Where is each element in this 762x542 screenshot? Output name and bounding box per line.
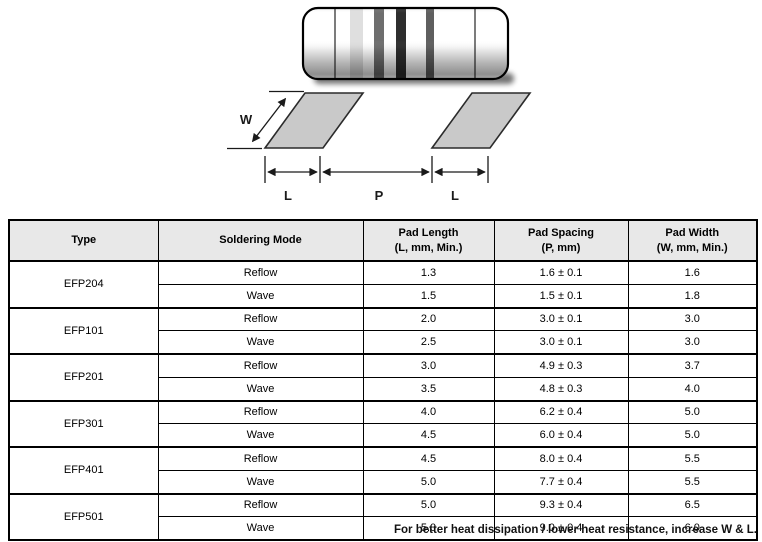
pad-width-cell: 6.0 xyxy=(627,516,758,541)
pad-length-cell: 2.0 xyxy=(362,306,495,332)
pad-layout-figure: W L P L xyxy=(227,6,532,203)
header-soldering-mode: Soldering Mode xyxy=(157,219,364,262)
mode-cell: Wave xyxy=(157,283,364,309)
header-pad-length: Pad Length (L, mm, Min.) xyxy=(362,219,495,262)
lpl-dimension xyxy=(264,156,489,183)
pad-left xyxy=(263,92,365,149)
pad-length-cell: 3.5 xyxy=(362,376,495,402)
table-row: Wave 5.0 7.7 ± 0.4 5.5 xyxy=(9,469,758,495)
pad-dimensions-table: Type Soldering Mode Pad Length (L, mm, M… xyxy=(8,219,758,541)
pad-spacing-cell: 3.0 ± 0.1 xyxy=(493,306,629,332)
pad-width-cell: 5.0 xyxy=(627,423,758,448)
pad-width-cell: 1.8 xyxy=(627,283,758,309)
table-row: Wave 3.5 4.8 ± 0.3 4.0 xyxy=(9,376,758,402)
header-type: Type xyxy=(8,219,159,262)
pad-width-cell: 5.5 xyxy=(627,445,758,471)
mode-cell: Wave xyxy=(157,423,364,448)
dim-label-p: P xyxy=(375,188,384,203)
table-row: Wave 4.5 6.0 ± 0.4 5.0 xyxy=(9,423,758,448)
type-cell: EFP204 xyxy=(8,260,159,308)
table-row: EFP101 Reflow 2.0 3.0 ± 0.1 3.0 xyxy=(8,306,758,355)
pad-spacing-cell: 1.5 ± 0.1 xyxy=(493,283,629,309)
pad-length-cell: 1.3 xyxy=(362,259,495,285)
header-pad-width: Pad Width (W, mm, Min.) xyxy=(627,219,758,262)
pad-length-cell: 4.0 xyxy=(362,399,495,425)
dim-label-l-right: L xyxy=(451,188,459,203)
pad-width-cell: 3.0 xyxy=(627,330,758,355)
pad-length-cell: 5.0 xyxy=(362,492,495,518)
pad-width-cell: 6.5 xyxy=(627,492,758,518)
mode-cell: Wave xyxy=(157,376,364,402)
pad-spacing-cell: 8.0 ± 0.4 xyxy=(493,445,629,471)
pad-length-cell: 4.5 xyxy=(362,445,495,471)
table-row: EFP204 Reflow 1.3 1.6 ± 0.1 1.6 xyxy=(8,259,758,308)
pad-spacing-cell: 6.0 ± 0.4 xyxy=(493,423,629,448)
pad-length-cell: 5.0 xyxy=(362,516,495,541)
pad-width-cell: 3.0 xyxy=(627,306,758,332)
pad-spacing-cell: 1.6 ± 0.1 xyxy=(493,259,629,285)
table-row: EFP301 Reflow 4.0 6.2 ± 0.4 5.0 xyxy=(8,399,758,448)
mode-cell: Reflow xyxy=(157,352,364,378)
pad-right xyxy=(430,92,532,149)
type-cell: EFP301 xyxy=(8,399,159,448)
pad-width-cell: 3.7 xyxy=(627,352,758,378)
table-row: Wave 5.0 9.0 ± 0.4 6.0 xyxy=(9,516,758,541)
w-dimension-arrow xyxy=(251,97,287,143)
pad-spacing-cell: 9.3 ± 0.4 xyxy=(493,492,629,518)
type-cell: EFP401 xyxy=(8,446,159,494)
pad-width-cell: 1.6 xyxy=(627,259,758,285)
type-cell: EFP201 xyxy=(8,353,159,401)
pad-length-cell: 5.0 xyxy=(362,469,495,495)
pad-length-cell: 1.5 xyxy=(362,283,495,309)
pad-length-cell: 3.0 xyxy=(362,352,495,378)
pad-width-cell: 4.0 xyxy=(627,376,758,402)
pad-length-cell: 2.5 xyxy=(362,330,495,355)
pad-spacing-cell: 4.8 ± 0.3 xyxy=(493,376,629,402)
pad-width-cell: 5.5 xyxy=(627,469,758,495)
mode-cell: Reflow xyxy=(157,399,364,425)
table-row: EFP201 Reflow 3.0 4.9 ± 0.3 3.7 xyxy=(8,352,758,401)
resistor-illustration xyxy=(301,6,510,81)
pad-spacing-cell: 9.0 ± 0.4 xyxy=(493,516,629,541)
mode-cell: Reflow xyxy=(157,445,364,471)
dim-label-l-left: L xyxy=(284,188,292,203)
type-cell: EFP101 xyxy=(8,306,159,355)
mode-cell: Wave xyxy=(157,330,364,355)
footer-note: For better heat dissipation / lower heat… xyxy=(394,524,757,536)
pad-spacing-cell: 4.9 ± 0.3 xyxy=(493,352,629,378)
table-row: EFP401 Reflow 4.5 8.0 ± 0.4 5.5 xyxy=(8,445,758,494)
w-dimension xyxy=(227,90,304,150)
pad-length-cell: 4.5 xyxy=(362,423,495,448)
dim-label-w: W xyxy=(240,112,253,127)
table-row: EFP501 Reflow 5.0 9.3 ± 0.4 6.5 xyxy=(8,492,758,541)
type-cell: EFP501 xyxy=(8,492,159,541)
mode-cell: Reflow xyxy=(157,259,364,285)
mode-cell: Wave xyxy=(157,516,364,541)
mode-cell: Reflow xyxy=(157,306,364,332)
pad-spacing-cell: 3.0 ± 0.1 xyxy=(493,330,629,355)
mode-cell: Wave xyxy=(157,469,364,495)
pad-width-cell: 5.0 xyxy=(627,399,758,425)
pad-spacing-cell: 6.2 ± 0.4 xyxy=(493,399,629,425)
table-header-row: Type Soldering Mode Pad Length (L, mm, M… xyxy=(8,219,758,262)
mode-cell: Reflow xyxy=(157,492,364,518)
header-pad-spacing: Pad Spacing (P, mm) xyxy=(493,219,629,262)
pad-spacing-cell: 7.7 ± 0.4 xyxy=(493,469,629,495)
